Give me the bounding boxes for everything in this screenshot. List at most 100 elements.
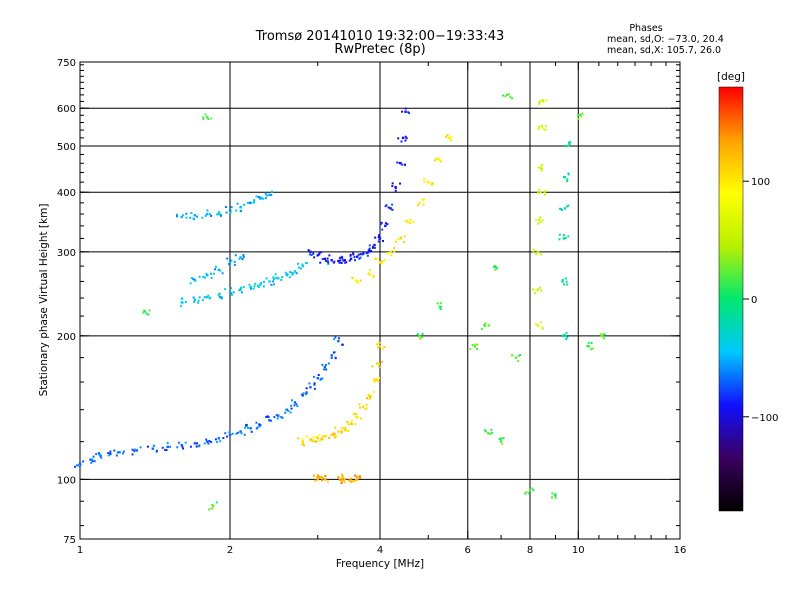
data-point [209,296,212,299]
data-point [320,479,323,482]
data-point [197,299,200,302]
data-point [90,461,93,464]
data-point [558,238,561,241]
data-point [409,221,412,225]
data-point [312,436,315,439]
data-point [332,432,335,435]
data-point [418,334,421,338]
data-point [373,378,376,381]
data-point [319,261,322,264]
data-point [293,404,296,407]
data-point [355,478,359,481]
y-tick-label: 500 [57,142,76,153]
data-point [325,259,328,262]
data-point [202,117,205,120]
data-point [352,252,355,255]
data-point [337,339,340,343]
y-tick-label: 750 [57,58,76,69]
data-point [291,399,294,402]
colorbar-tick-label: 100 [751,177,770,188]
data-point [590,342,593,345]
data-point [330,356,333,359]
data-point [189,216,192,219]
data-point [211,504,215,508]
data-point [600,335,603,338]
data-point [373,246,376,249]
data-point [399,182,402,185]
data-point [374,236,377,239]
data-point [531,288,534,291]
data-point [280,278,283,281]
data-point [145,312,148,315]
data-point [238,257,241,260]
data-point [474,343,477,346]
data-point [253,285,256,288]
data-point [490,432,493,435]
data-point [214,438,217,441]
data-point [240,291,243,294]
data-point [558,233,561,236]
data-point [222,437,225,440]
data-point [579,113,582,116]
data-point [225,211,228,214]
data-point [439,160,442,163]
data-point [243,203,246,206]
data-point [566,180,569,183]
data-point [531,487,534,490]
data-point [287,409,290,412]
data-point [378,376,381,379]
data-point [244,426,247,429]
data-point [404,107,407,110]
data-point [384,222,387,225]
data-point [362,252,365,255]
data-point [351,276,354,279]
data-point [567,204,570,207]
data-point [353,479,356,482]
data-point [354,412,357,415]
data-point [397,238,400,241]
data-point [541,327,544,330]
data-point [378,261,382,264]
data-point [527,492,530,495]
data-point [502,94,505,97]
data-point [507,93,510,96]
data-point [284,411,287,414]
data-point [189,282,192,285]
data-point [220,297,223,300]
x-axis-label: Frequency [MHz] [336,558,424,570]
data-point [217,437,220,440]
data-point [534,292,537,295]
data-point [226,257,229,260]
data-point [409,218,412,221]
data-point [228,290,232,294]
data-point [525,491,528,494]
data-point [393,250,396,253]
data-point [543,191,546,194]
data-point [586,344,589,347]
data-point [214,265,217,268]
data-point [359,279,362,282]
data-point [343,481,346,484]
data-point [229,434,232,437]
data-point [419,337,422,340]
data-point [391,182,394,185]
data-point [290,271,293,274]
colorbar [718,86,744,512]
data-point [233,260,236,263]
data-point [354,423,357,426]
data-point [97,452,100,455]
data-point [540,125,544,128]
data-point [74,465,77,468]
data-point [361,253,364,256]
data-point [268,280,271,283]
data-point [423,177,426,180]
data-point [378,345,382,348]
data-point [313,387,316,390]
data-point [545,125,548,128]
data-point [553,493,556,496]
data-point [240,286,243,289]
data-point [291,273,294,276]
data-point [285,408,288,411]
data-point [430,183,433,186]
data-point [356,281,359,284]
